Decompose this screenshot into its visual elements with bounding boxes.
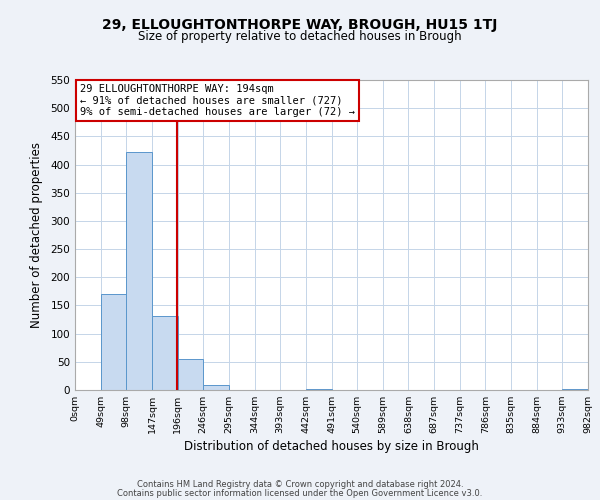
Bar xyxy=(101,294,127,390)
Bar xyxy=(306,389,331,390)
Bar xyxy=(562,389,588,390)
Bar xyxy=(178,359,203,390)
Bar xyxy=(127,152,152,390)
Text: Contains HM Land Registry data © Crown copyright and database right 2024.: Contains HM Land Registry data © Crown c… xyxy=(137,480,463,489)
Bar xyxy=(152,316,178,390)
Text: 29 ELLOUGHTONTHORPE WAY: 194sqm
← 91% of detached houses are smaller (727)
9% of: 29 ELLOUGHTONTHORPE WAY: 194sqm ← 91% of… xyxy=(80,84,355,117)
Text: Size of property relative to detached houses in Brough: Size of property relative to detached ho… xyxy=(138,30,462,43)
Y-axis label: Number of detached properties: Number of detached properties xyxy=(31,142,43,328)
Text: 29, ELLOUGHTONTHORPE WAY, BROUGH, HU15 1TJ: 29, ELLOUGHTONTHORPE WAY, BROUGH, HU15 1… xyxy=(103,18,497,32)
X-axis label: Distribution of detached houses by size in Brough: Distribution of detached houses by size … xyxy=(184,440,479,454)
Bar xyxy=(203,386,229,390)
Text: Contains public sector information licensed under the Open Government Licence v3: Contains public sector information licen… xyxy=(118,488,482,498)
